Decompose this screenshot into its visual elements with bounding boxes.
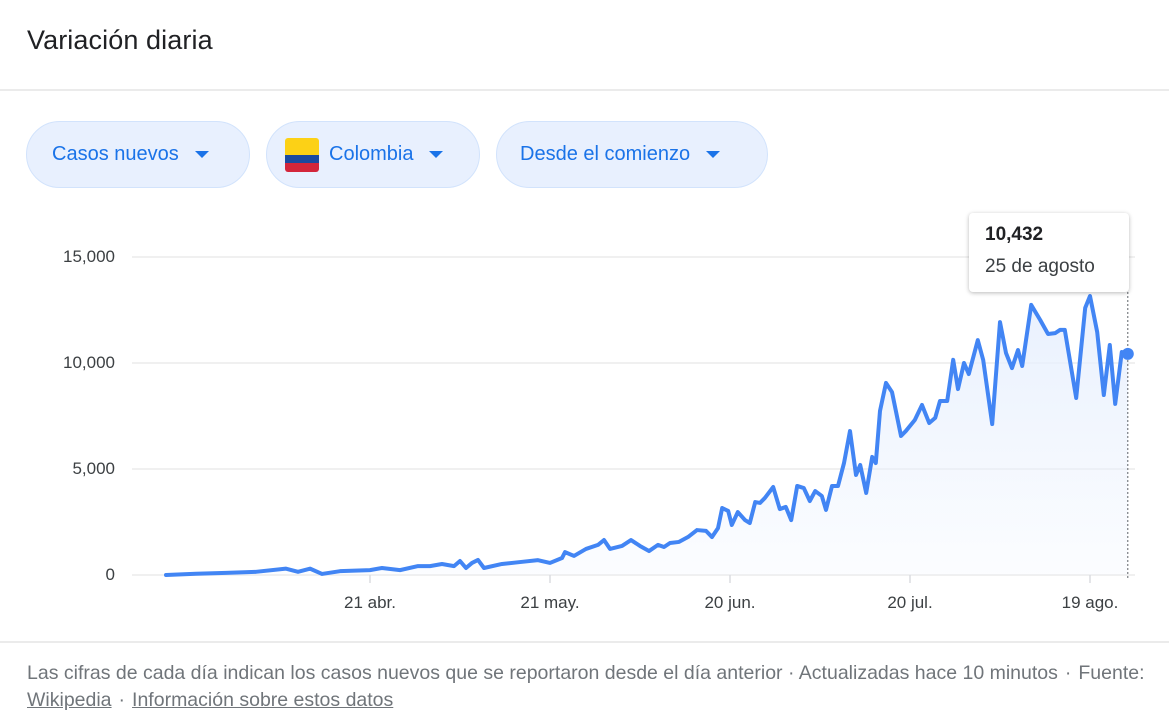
range-dropdown-label: Desde el comienzo	[520, 143, 691, 165]
card-footer: Las cifras de cada día indican los casos…	[0, 641, 1169, 725]
country-dropdown[interactable]: Colombia	[266, 121, 480, 188]
y-tick-label: 10,000	[63, 353, 115, 372]
metric-dropdown[interactable]: Casos nuevos	[26, 121, 250, 188]
chevron-down-icon	[194, 151, 209, 158]
y-tick-label: 0	[105, 565, 115, 584]
x-tick-label: 21 abr.	[344, 593, 396, 612]
wikipedia-link[interactable]: Wikipedia	[27, 689, 112, 711]
filter-chips: Casos nuevos Colombia Desde el comienzo	[26, 121, 768, 188]
chevron-down-icon	[429, 151, 444, 158]
country-dropdown-label: Colombia	[329, 143, 414, 165]
card-header: Variación diaria	[0, 0, 1169, 91]
footnote-text: Las cifras de cada día indican los casos…	[27, 662, 1058, 684]
chart-tooltip: 10,432 25 de agosto	[969, 213, 1129, 292]
metric-dropdown-label: Casos nuevos	[52, 143, 179, 165]
x-tick-label: 21 may.	[520, 593, 580, 612]
area-fill	[166, 296, 1128, 575]
chart-plot[interactable]	[0, 200, 1169, 640]
data-info-link[interactable]: Información sobre estos datos	[132, 689, 394, 711]
line-chart[interactable]: 15,000 10,000 5,000 0 21 abr. 21 may. 20…	[0, 200, 1169, 640]
data-line[interactable]	[164, 294, 1130, 577]
source-label: Fuente:	[1078, 662, 1145, 684]
x-tick-label: 20 jun.	[704, 593, 756, 612]
range-dropdown[interactable]: Desde el comienzo	[496, 121, 768, 188]
y-tick-label: 15,000	[63, 247, 115, 266]
tooltip-value: 10,432	[985, 224, 1044, 245]
footnote: Las cifras de cada día indican los casos…	[27, 662, 1145, 711]
x-tick-label: 20 jul.	[887, 593, 933, 612]
y-tick-label: 5,000	[72, 459, 115, 478]
x-tick-label: 19 ago.	[1061, 593, 1119, 612]
colombia-flag-icon	[285, 137, 319, 172]
chevron-down-icon	[706, 151, 721, 158]
card-title: Variación diaria	[27, 25, 213, 55]
hover-point[interactable]	[1121, 347, 1134, 360]
tooltip-date: 25 de agosto	[985, 256, 1095, 277]
